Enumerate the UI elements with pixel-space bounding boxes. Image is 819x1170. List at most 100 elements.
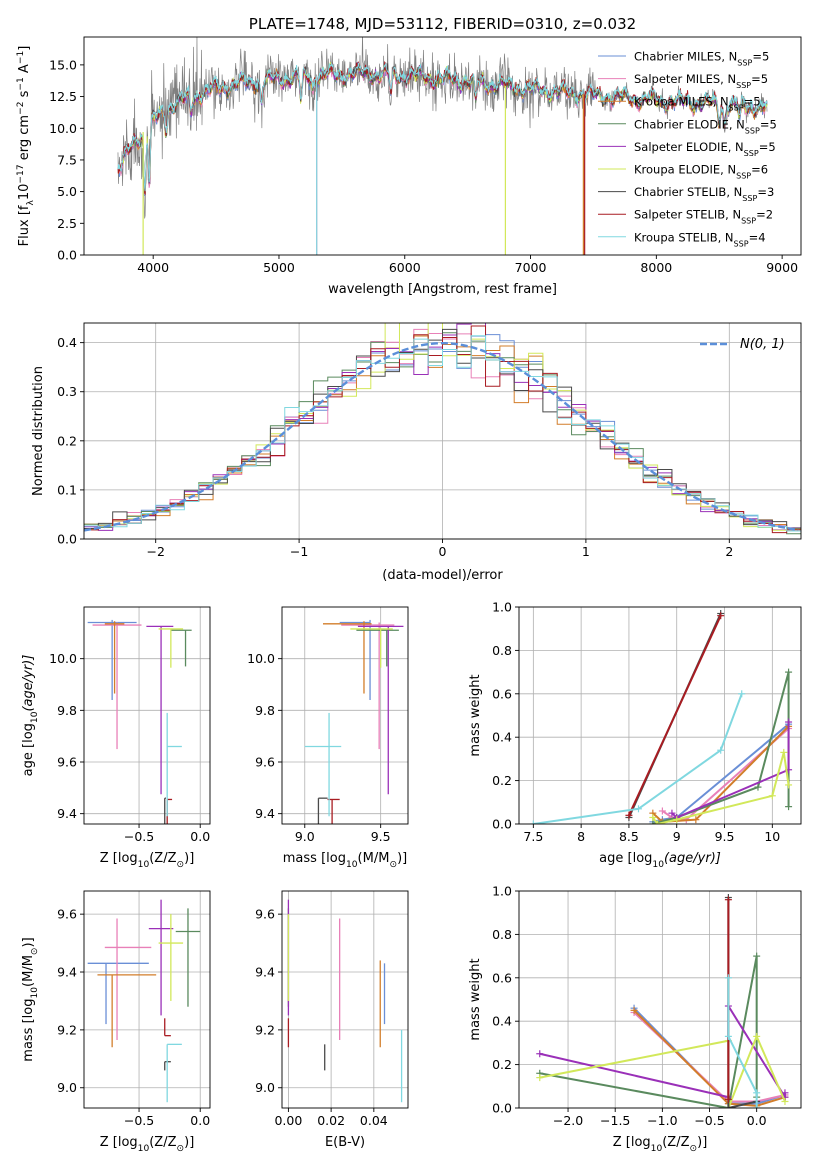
y-tick-label: 9.4 (255, 965, 275, 980)
legend-item: Salpeter MILES, NSSP=5 (634, 72, 768, 90)
mass-weight-line (727, 977, 758, 1108)
x-tick-label: 9.0 (295, 829, 315, 844)
age-vs-Z-axes (84, 607, 210, 824)
y-tick-label: 9.0 (57, 1080, 77, 1095)
x-tick-label: 0.02 (317, 1113, 345, 1128)
spectrum-plot-area (117, 37, 768, 255)
marker (649, 813, 657, 821)
x-axis-label: Z [log10(Z/Z⊙)] (100, 1135, 195, 1154)
legend-item: N(0, 1) (740, 337, 785, 352)
marker (785, 668, 793, 676)
y-tick-label: 2.5 (57, 216, 77, 231)
y-tick-label: 9.2 (255, 1022, 275, 1037)
y-tick-label: 0.8 (492, 927, 512, 942)
y-tick-label: 7.5 (57, 152, 77, 167)
x-tick-label: 7.5 (523, 829, 543, 844)
marker (536, 1074, 544, 1082)
marker (781, 1097, 789, 1105)
marker (724, 1095, 732, 1103)
y-tick-label: 9.6 (57, 755, 77, 770)
y-tick-label: 0.2 (57, 433, 77, 448)
y-tick-label: 9.8 (255, 703, 275, 718)
legend-item: Kroupa ELODIE, NSSP=6 (634, 163, 768, 181)
marker (780, 748, 788, 756)
legend-item: Salpeter ELODIE, NSSP=5 (634, 140, 776, 158)
errorbar-point (148, 899, 174, 1016)
massweight-vs-age-frame: 7.5 8 8.5 9 9.5 10 0.0 0.2 0.4 0.6 0.8 1.0 age [log1… (468, 600, 802, 870)
marker (785, 781, 793, 789)
marker (753, 1104, 761, 1108)
y-tick-label: 0.4 (492, 1014, 512, 1029)
legend-item: Chabrier MILES, NSSP=5 (634, 50, 769, 68)
y-tick-label: 0.6 (492, 686, 512, 701)
mass-vs-Z-plot-area (87, 899, 201, 1103)
x-axis-label: wavelength [Angstrom, rest frame] (328, 282, 557, 297)
x-tick-label: 10 (764, 829, 780, 844)
marker (529, 820, 537, 824)
mass-vs-EBV-frame: 0.00 0.02 0.04 9.0 9.2 9.4 9.6 E(B-V) (255, 890, 409, 1150)
x-axis-label: mass [log10(M/M⊙)] (283, 851, 407, 870)
y-tick-label: 9.6 (255, 755, 275, 770)
y-tick-label: 0.4 (492, 730, 512, 745)
x-tick-label: 7000 (515, 260, 547, 275)
massweight-vs-Z-frame: −2.0 −1.5 −1.0 −0.5 0.0 0.0 0.2 0.4 0.6 0.8 1.0 Z [… (468, 884, 802, 1154)
errorbar-point (317, 797, 328, 824)
mass-weight-line (539, 955, 758, 1108)
x-tick-label: −0.5 (124, 1113, 154, 1128)
x-tick-label: 0.0 (190, 829, 210, 844)
legend: N(0, 1) (700, 337, 785, 352)
y-tick-label: 0.6 (492, 970, 512, 985)
y-tick-label: 0.2 (492, 773, 512, 788)
y-tick-label: 9.0 (255, 1080, 275, 1095)
x-tick-label: 8.5 (619, 829, 639, 844)
x-tick-label: 5000 (263, 260, 295, 275)
marker (753, 1089, 761, 1097)
marker (654, 820, 662, 824)
y-tick-label: 9.2 (57, 1022, 77, 1037)
marker (724, 1104, 732, 1108)
x-tick-label: −2 (146, 544, 164, 559)
residual-histogram (84, 328, 801, 530)
x-tick-label: 9000 (766, 260, 798, 275)
marker (754, 783, 762, 791)
mass-vs-EBV-plot-area (287, 899, 403, 1103)
x-tick-label: 4000 (137, 260, 169, 275)
marker (753, 1032, 761, 1040)
y-tick-label: 0.0 (492, 817, 512, 832)
x-tick-label: −1 (290, 544, 308, 559)
spectrum-axes (117, 37, 768, 255)
y-tick-label: 15.0 (49, 57, 77, 72)
marker (536, 1050, 544, 1058)
y-tick-label: 9.4 (255, 806, 275, 821)
marker (785, 803, 793, 811)
y-axis-label: mass [log10(M/M⊙)] (21, 937, 40, 1061)
mass-weight-line (652, 723, 790, 823)
spectrum-frame: 4000 5000 6000 7000 8000 9000 0.0 2.5 5.0 7.5 10.0… (16, 15, 802, 297)
x-tick-label: 6000 (389, 260, 421, 275)
age-vs-Z-frame: −0.5 0.0 9.4 9.6 9.8 10.0 Z [log10(Z/Z⊙)] age [… (21, 606, 211, 870)
errorbar-point (322, 621, 372, 694)
legend-item: Kroupa STELIB, NSSP=4 (634, 230, 766, 248)
mass-vs-Z-axes (84, 891, 210, 1108)
x-tick-label: 8000 (640, 260, 672, 275)
y-tick-label: 10.0 (247, 651, 275, 666)
age-vs-mass-axes (282, 607, 408, 824)
errorbar-point (304, 712, 342, 817)
legend-item: Salpeter STELIB, NSSP=2 (634, 208, 773, 226)
massweight-vs-age-axes (519, 606, 801, 825)
y-tick-label: 5.0 (57, 184, 77, 199)
massweight-vs-age-plot-area (529, 610, 793, 824)
errorbar-point (357, 625, 404, 795)
mass-weight-line (652, 752, 790, 824)
x-tick-label: −0.5 (694, 1113, 724, 1128)
marker (658, 807, 666, 815)
marker (785, 718, 793, 726)
marker (630, 1006, 638, 1014)
y-axis-label: Flux [fλ10−17 erg cm−2 s−1 A−1] (16, 46, 36, 247)
errorbar-point (175, 908, 201, 1007)
x-tick-label: −0.5 (124, 829, 154, 844)
marker (625, 811, 633, 819)
y-tick-label: 0.4 (57, 335, 77, 350)
y-tick-label: 9.6 (57, 907, 77, 922)
